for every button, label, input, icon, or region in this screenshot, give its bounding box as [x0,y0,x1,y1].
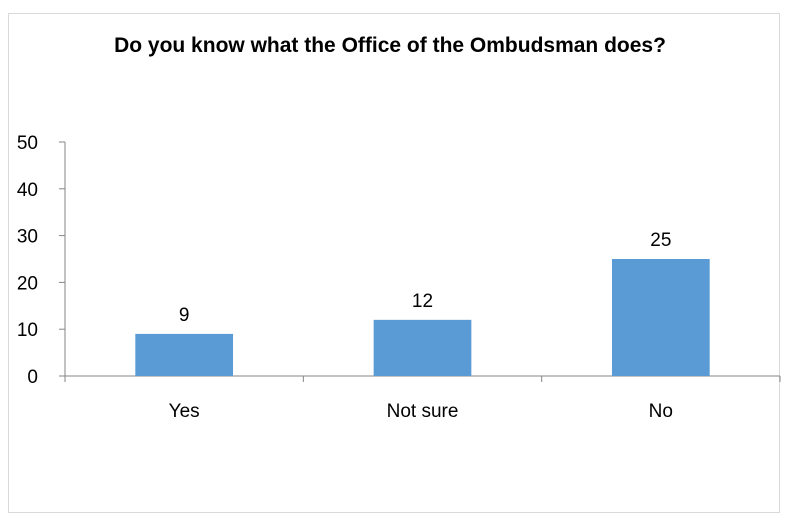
data-label: 9 [179,305,190,326]
y-tick-label: 20 [17,273,38,294]
bar [135,333,234,376]
y-tick-label: 0 [27,367,38,388]
y-tick-label: 50 [17,133,38,154]
y-tick-label: 40 [17,180,38,201]
y-tick-label: 30 [17,227,38,248]
chart-title: Do you know what the Office of the Ombud… [114,34,666,57]
x-tick-label: Yes [169,401,200,422]
y-tick-label: 10 [17,320,38,341]
data-label: 12 [412,291,433,312]
x-tick-label: No [649,401,673,422]
bar [373,319,472,376]
data-label: 25 [650,230,671,251]
bar [611,259,710,376]
x-tick-label: Not sure [387,401,459,422]
